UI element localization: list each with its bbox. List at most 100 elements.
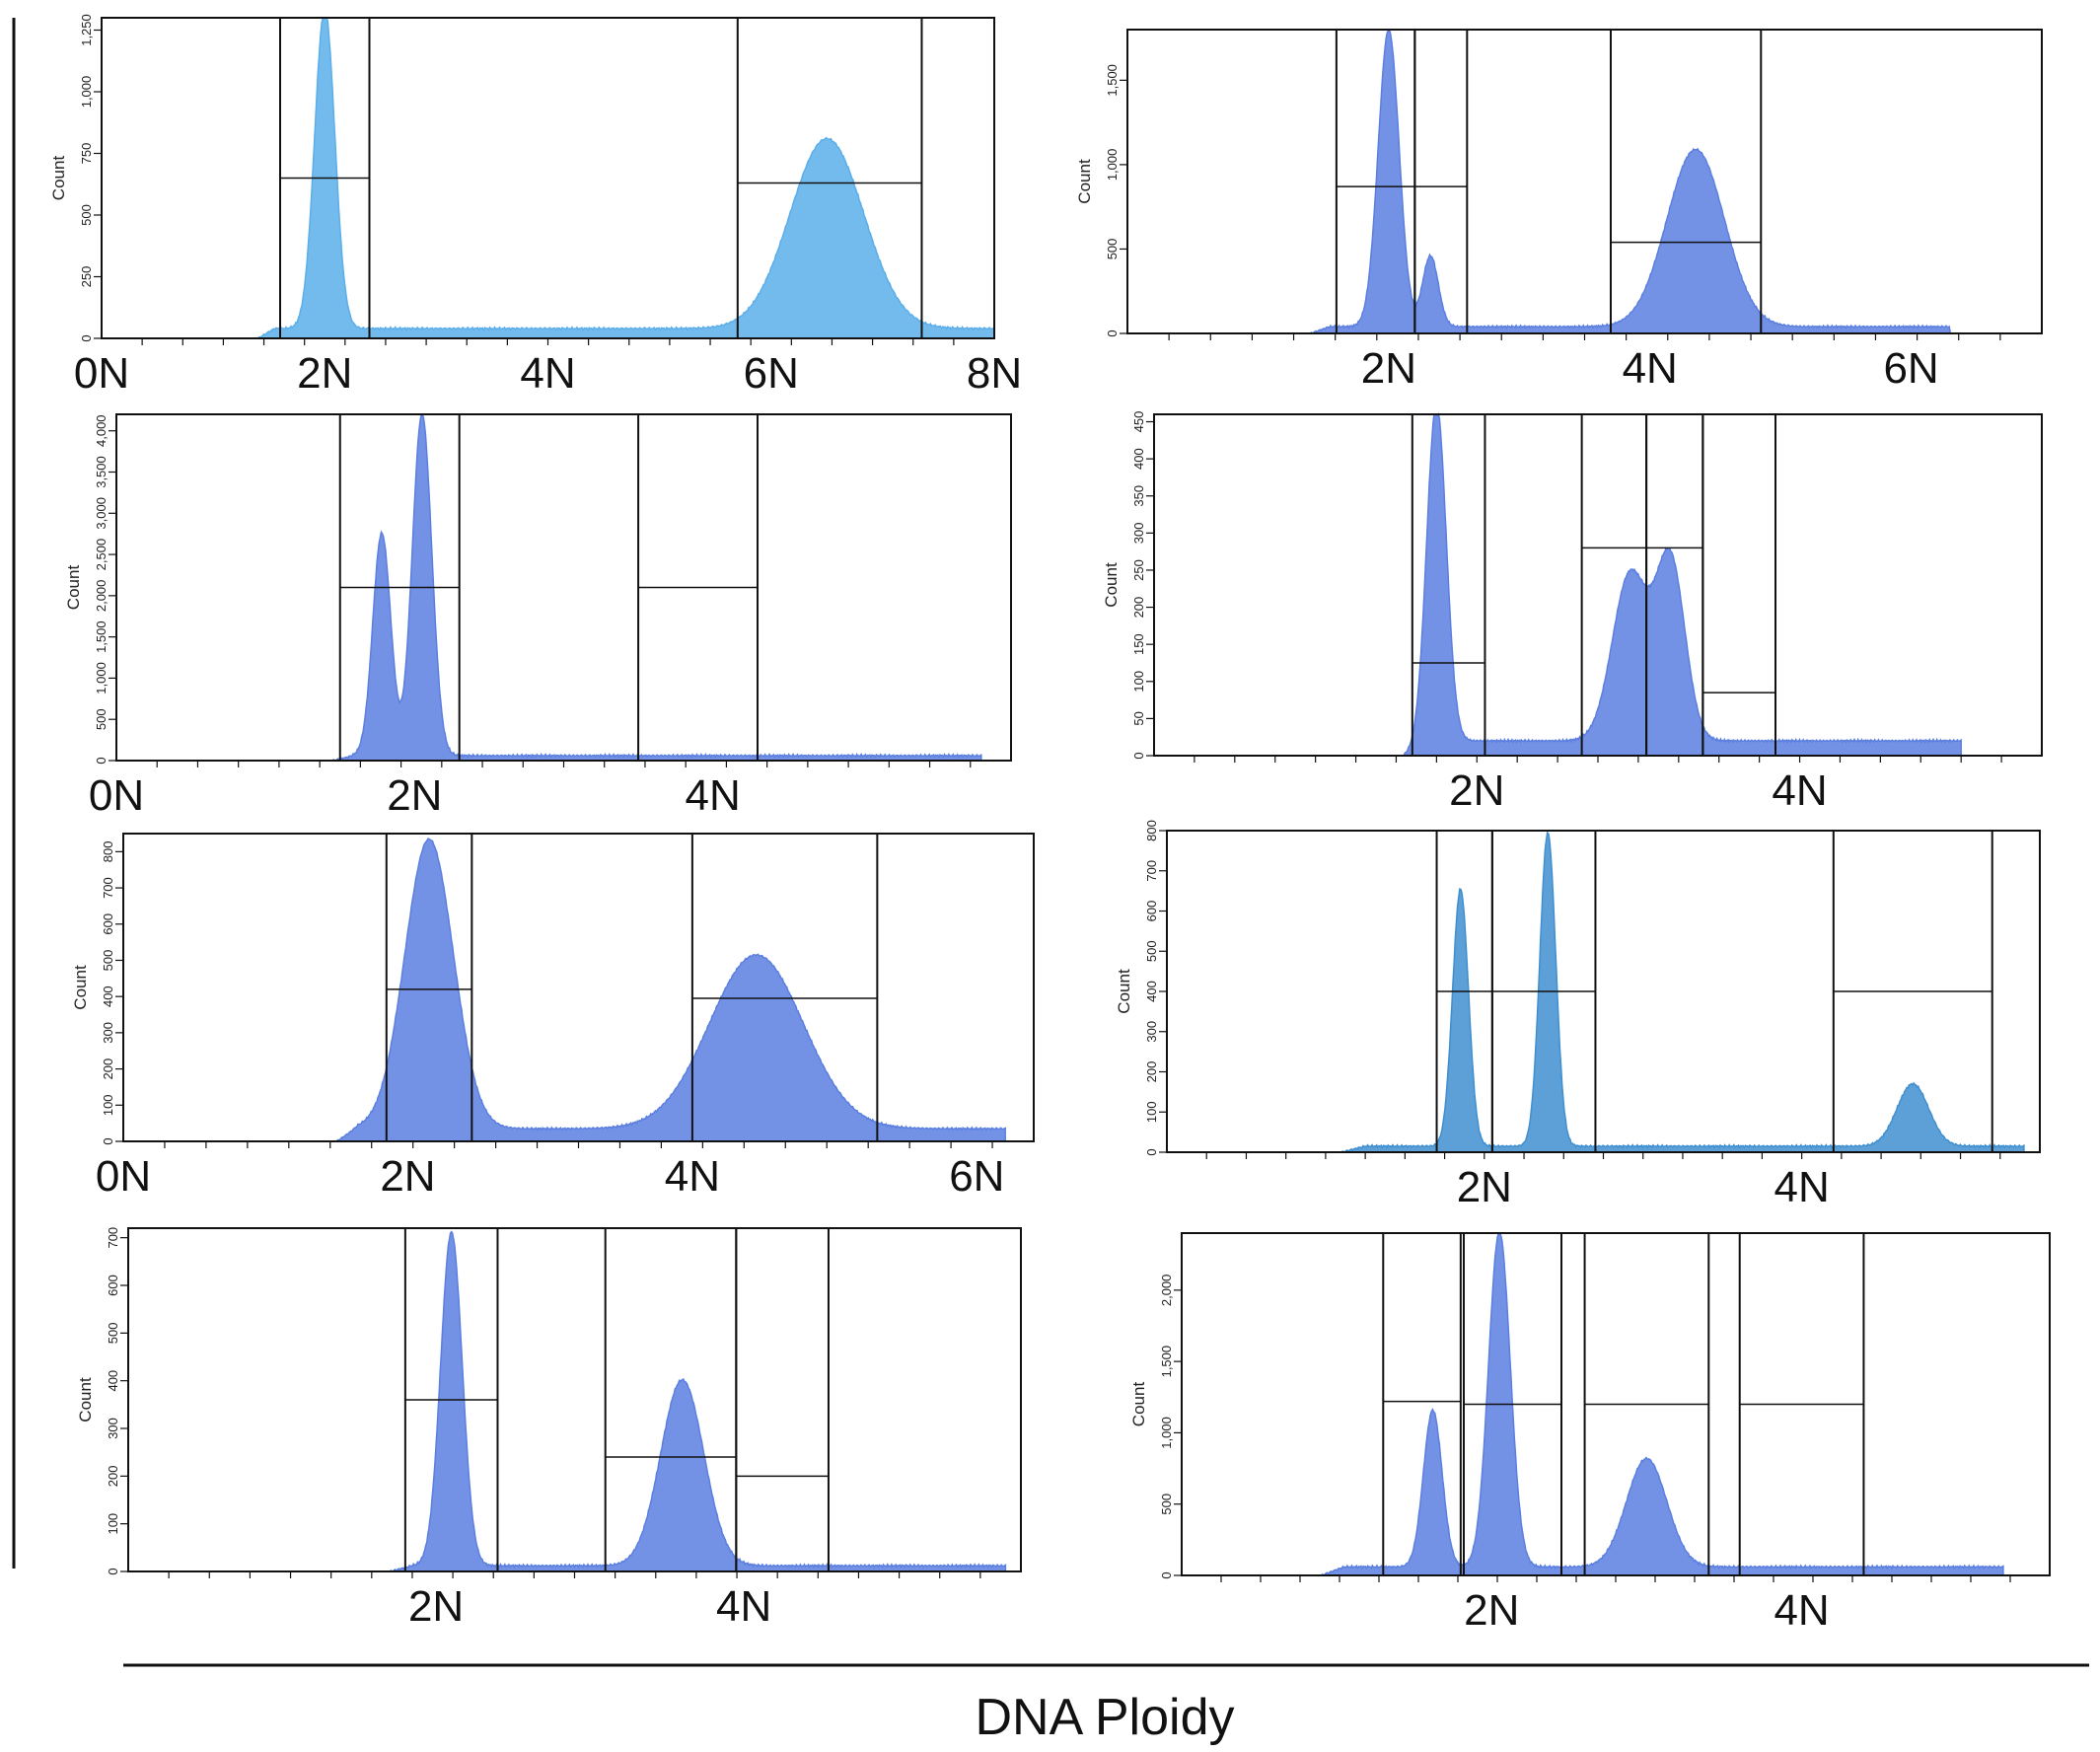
y-tick-label: 0: [101, 1137, 115, 1144]
x-tick-label: 4N: [716, 1582, 771, 1631]
histogram-panel-5: 0 100 200 300 400 500 600 700 800 Count 0N 2N 4N 6N: [71, 833, 1035, 1201]
x-tick-label: 2N: [408, 1582, 464, 1631]
histogram-area: [255, 16, 995, 339]
y-tick-label: 0: [94, 757, 109, 764]
y-tick-label: 800: [101, 841, 115, 863]
y-tick-label: 250: [1131, 559, 1146, 581]
plot-frame: [1126, 29, 2043, 334]
y-tick-label: 0: [106, 1568, 120, 1574]
y-tick-label: 3,500: [94, 456, 109, 488]
x-tick-label: 4N: [1623, 344, 1678, 393]
x-tick-label: 4N: [1774, 1586, 1829, 1635]
y-tick-label: 800: [1144, 820, 1159, 841]
x-axis-label: DNA Ploidy: [976, 1689, 1235, 1746]
y-axis-label: Count: [1129, 1382, 1148, 1427]
x-tick-label: 2N: [380, 1152, 435, 1201]
y-axis-label: Count: [1102, 562, 1121, 608]
y-tick-label: 300: [106, 1418, 120, 1439]
gate-1: [1382, 1233, 1462, 1575]
x-tick-label: 2N: [1464, 1586, 1519, 1635]
y-tick-label: 150: [1131, 633, 1146, 655]
gate-2: [690, 834, 879, 1141]
histogram-area: [335, 838, 1006, 1142]
y-tick-label: 3,000: [94, 497, 109, 530]
x-tick-label: 4N: [520, 349, 575, 398]
y-tick-label: 2,500: [94, 539, 109, 571]
gate-4: [1702, 414, 1776, 756]
y-tick-label: 300: [101, 1022, 115, 1044]
y-tick-label: 500: [106, 1322, 120, 1344]
gate-1: [403, 1228, 499, 1571]
y-tick-label: 100: [1131, 671, 1146, 693]
y-tick-label: 1,000: [94, 662, 109, 694]
y-tick-label: 1,000: [1159, 1417, 1174, 1449]
gate-2: [1463, 1233, 1562, 1575]
histogram-area: [388, 1230, 1007, 1572]
y-tick-label: 200: [1144, 1061, 1159, 1083]
y-tick-label: 1,000: [79, 76, 94, 109]
y-tick-label: 500: [1144, 940, 1159, 962]
y-axis-label: Count: [71, 965, 90, 1010]
y-tick-label: 0: [1105, 329, 1120, 336]
x-tick-label: 0N: [74, 349, 129, 398]
x-tick-label: 2N: [297, 349, 352, 398]
x-tick-label: 2N: [387, 771, 442, 820]
y-tick-label: 500: [101, 950, 115, 972]
gate-3: [1583, 1233, 1710, 1575]
gate-2: [1490, 831, 1597, 1152]
x-tick-label: 0N: [89, 771, 144, 820]
x-tick-label: 4N: [665, 1152, 720, 1201]
y-tick-label: 400: [1131, 448, 1146, 470]
histogram-panel-2: 0 500 1,000 1,500 Count 2N 4N 6N: [1075, 29, 2043, 393]
x-tick-label: 2N: [1449, 766, 1504, 815]
y-axis-label: Count: [64, 565, 83, 611]
y-tick-label: 400: [101, 986, 115, 1007]
y-tick-label: 600: [106, 1275, 120, 1296]
y-tick-label: 100: [101, 1094, 115, 1116]
y-tick-label: 300: [1131, 522, 1146, 544]
histogram-panel-3: 0 500 1,000 1,500 2,000 2,500 3,000 3,500 4,000 C…: [64, 413, 1012, 820]
y-tick-label: 50: [1131, 711, 1146, 725]
gate-2: [736, 18, 923, 338]
histogram-panel-1: 0 250 500 750 1,000 1,250 Count 0N 2N 4N 6N 8N: [49, 14, 1022, 398]
histogram-area: [1403, 412, 1962, 757]
x-tick-label: 6N: [1883, 344, 1938, 393]
gate-4: [1738, 1233, 1865, 1575]
y-tick-label: 700: [106, 1227, 120, 1249]
histogram-area: [1339, 831, 2025, 1153]
gate-1: [279, 18, 371, 338]
y-tick-label: 450: [1131, 411, 1146, 433]
y-tick-label: 1,500: [94, 620, 109, 653]
x-tick-label: 2N: [1361, 344, 1416, 393]
plot-frame: [115, 413, 1012, 762]
y-tick-label: 300: [1144, 1021, 1159, 1043]
histogram-area: [1308, 29, 1952, 334]
x-tick-label: 4N: [1772, 766, 1827, 815]
y-tick-label: 200: [106, 1465, 120, 1487]
histogram-panel-7: 0 100 200 300 400 500 600 700 Count 2N 4N: [76, 1227, 1022, 1631]
y-axis-label: Count: [1115, 969, 1133, 1014]
x-tick-label: 0N: [96, 1152, 151, 1201]
y-tick-label: 750: [79, 143, 94, 165]
y-tick-label: 100: [1144, 1101, 1159, 1123]
y-tick-label: 1,500: [1105, 64, 1120, 97]
y-tick-label: 200: [101, 1058, 115, 1080]
y-tick-label: 100: [106, 1513, 120, 1535]
gate-1: [338, 414, 461, 761]
y-tick-label: 700: [1144, 860, 1159, 882]
x-tick-label: 6N: [949, 1152, 1004, 1201]
y-tick-label: 0: [79, 334, 94, 341]
histogram-panel-6: 0 100 200 300 400 500 600 700 800 Count 2N 4N: [1115, 820, 2041, 1211]
x-tick-label: 2N: [1457, 1163, 1512, 1211]
y-tick-label: 600: [101, 913, 115, 935]
y-tick-label: 1,500: [1159, 1346, 1174, 1378]
plot-frame: [122, 833, 1035, 1142]
histogram-area: [1319, 1232, 2004, 1576]
y-tick-label: 500: [1105, 239, 1120, 260]
gate-1: [1411, 414, 1486, 756]
gate-3: [1609, 30, 1763, 333]
plot-frame: [127, 1227, 1022, 1572]
y-tick-label: 500: [1159, 1494, 1174, 1515]
y-tick-label: 200: [1131, 597, 1146, 619]
histogram-panel-8: 0 500 1,000 1,500 2,000 Count 2N 4N: [1129, 1232, 2051, 1635]
